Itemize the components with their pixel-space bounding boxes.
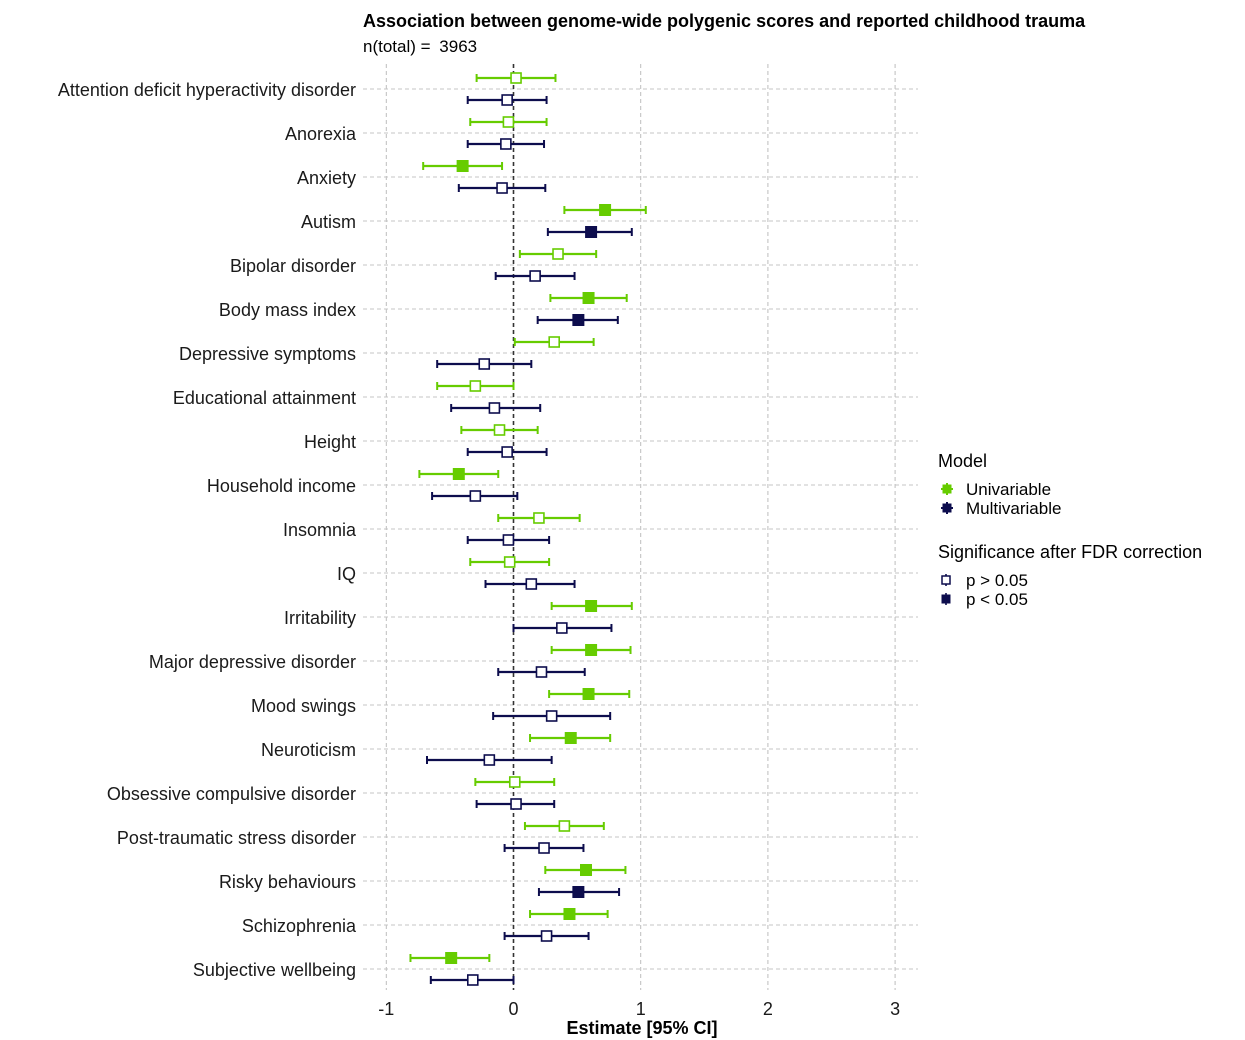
point-estimate <box>502 116 515 128</box>
point-estimate <box>502 534 515 546</box>
point-estimate <box>552 248 564 260</box>
point-estimate <box>478 358 491 370</box>
point-estimate <box>558 820 571 832</box>
category-label: Bipolar disorder <box>230 256 356 276</box>
category-label: Anxiety <box>297 168 356 188</box>
point-estimate <box>501 446 513 458</box>
point-estimate <box>556 622 568 634</box>
point-estimate <box>501 94 513 106</box>
category-label: Risky behaviours <box>219 872 356 892</box>
point-estimate <box>585 644 598 656</box>
point-estimate <box>469 490 482 502</box>
category-label: Post-traumatic stress disorder <box>117 828 356 848</box>
data-marks <box>409 72 647 986</box>
point-estimate <box>538 842 550 854</box>
point-estimate <box>585 226 598 238</box>
point-estimate <box>582 292 595 304</box>
category-label: Neuroticism <box>261 740 356 760</box>
category-label: Anorexia <box>285 124 357 144</box>
category-label: Attention deficit hyperactivity disorder <box>58 80 356 100</box>
category-label: Schizophrenia <box>242 916 357 936</box>
point-estimate <box>500 138 512 150</box>
category-label: Major depressive disorder <box>149 652 356 672</box>
category-label: Household income <box>207 476 356 496</box>
point-estimate <box>572 886 585 898</box>
point-estimate <box>564 732 577 744</box>
point-estimate <box>582 688 595 700</box>
legend-significance-items: p > 0.05p < 0.05 <box>941 571 1028 609</box>
category-label: Depressive symptoms <box>179 344 356 364</box>
category-label: Body mass index <box>219 300 356 320</box>
x-tick-label: 1 <box>636 999 646 1019</box>
point-estimate <box>483 754 496 766</box>
x-tick-label: 0 <box>508 999 518 1019</box>
point-estimate <box>535 666 548 678</box>
point-estimate <box>456 160 469 172</box>
point-estimate <box>445 952 458 964</box>
point-estimate <box>585 600 598 612</box>
point-estimate <box>545 710 558 722</box>
point-estimate <box>469 380 482 392</box>
category-label: Mood swings <box>251 696 356 716</box>
chart-subtitle: n(total) = 3963 <box>363 37 477 56</box>
category-label: IQ <box>337 564 356 584</box>
grid-lines <box>363 64 918 990</box>
subtitle-label: n(total) = <box>363 37 435 56</box>
point-estimate <box>563 908 576 920</box>
legend-significance-label: p > 0.05 <box>966 571 1028 590</box>
category-label: Insomnia <box>283 520 357 540</box>
point-estimate <box>493 424 506 436</box>
category-label: Height <box>304 432 356 452</box>
point-estimate <box>466 974 479 986</box>
legend-model-label: Univariable <box>966 480 1051 499</box>
chart-title: Association between genome-wide polygeni… <box>363 11 1086 31</box>
category-label: Autism <box>301 212 356 232</box>
legend-key-open-square <box>941 575 951 585</box>
legend-key-square <box>942 484 952 494</box>
point-estimate <box>599 204 612 216</box>
point-estimate <box>488 402 501 414</box>
point-estimate <box>503 556 516 568</box>
point-estimate <box>529 270 541 282</box>
category-label: Irritability <box>284 608 356 628</box>
x-tick-labels: -1 0 1 2 3 <box>378 999 900 1019</box>
point-estimate <box>452 468 465 480</box>
category-label: Educational attainment <box>173 388 356 408</box>
category-label: Obsessive compulsive disorder <box>107 784 356 804</box>
point-estimate <box>548 336 561 348</box>
point-estimate <box>510 798 522 810</box>
point-estimate <box>572 314 585 326</box>
legend-key-square <box>942 503 952 513</box>
legend-significance-title: Significance after FDR correction <box>938 542 1202 562</box>
legend-model-title: Model <box>938 451 987 471</box>
category-label: Subjective wellbeing <box>193 960 356 980</box>
point-estimate <box>525 578 538 590</box>
legend-model-label: Multivariable <box>966 499 1061 518</box>
point-estimate <box>580 864 593 876</box>
point-estimate <box>540 930 553 942</box>
legend-significance-label: p < 0.05 <box>966 590 1028 609</box>
x-tick-label: 2 <box>763 999 773 1019</box>
category-labels: Attention deficit hyperactivity disorder… <box>58 80 357 980</box>
legend-key-filled-square <box>941 594 951 604</box>
point-estimate <box>496 182 508 194</box>
x-tick-label: 3 <box>890 999 900 1019</box>
x-tick-label: -1 <box>378 999 394 1019</box>
point-estimate <box>510 72 522 84</box>
subtitle-value: 3963 <box>439 37 477 56</box>
point-estimate <box>508 776 521 788</box>
point-estimate <box>533 512 545 524</box>
x-axis-label: Estimate [95% CI] <box>566 1018 717 1038</box>
